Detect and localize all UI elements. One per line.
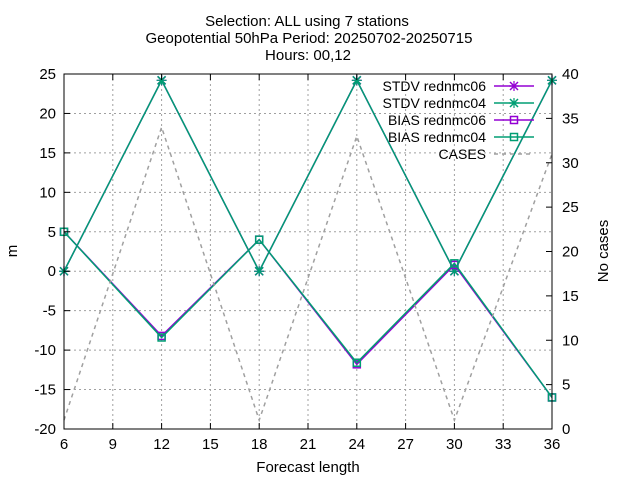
- series-cases: [63, 124, 553, 423]
- data-point: [254, 235, 264, 244]
- y2-tick-label: 15: [562, 288, 579, 305]
- x-tick-label: 30: [446, 436, 463, 453]
- data-point: [509, 132, 519, 142]
- legend-item: BIAS rednmc06: [388, 112, 534, 128]
- legend-label: BIAS rednmc04: [388, 129, 486, 145]
- y-tick-label: -10: [34, 342, 56, 359]
- x-tick-label: 12: [153, 436, 170, 453]
- legend-item: CASES: [439, 146, 534, 162]
- chart-title: Selection: ALL using 7 stations Geopoten…: [146, 13, 473, 64]
- data-point: [157, 333, 166, 342]
- x-axis-label: Forecast length: [256, 459, 359, 476]
- plot-series: [59, 75, 557, 423]
- legend-label: CASES: [439, 146, 486, 162]
- title-line: Hours: 00,12: [265, 47, 351, 64]
- y2-tick-label: 40: [562, 66, 579, 83]
- legend-label: STDV rednmc06: [383, 78, 487, 94]
- legend-label: BIAS rednmc06: [388, 112, 486, 128]
- legend-item: STDV rednmc04: [383, 95, 534, 111]
- y2-tick-label: 20: [562, 244, 579, 261]
- title-line: Geopotential 50hPa Period: 20250702-2025…: [146, 30, 473, 47]
- x-tick-label: 15: [202, 436, 219, 453]
- series-bias-rednmc04: [59, 227, 557, 402]
- axis-ticks: 6 9 12 15 18 21 24 27 30 33 36 -20 -15 -10 -5 0 5 10 15 20 2…: [34, 66, 578, 453]
- data-point: [450, 259, 459, 268]
- y2-tick-label: 10: [562, 332, 579, 349]
- y-tick-label: 0: [48, 263, 56, 280]
- y2-tick-label: 0: [562, 421, 570, 438]
- y-tick-label: 5: [48, 224, 56, 241]
- y-tick-label: 20: [39, 105, 56, 122]
- legend-item: BIAS rednmc04: [388, 129, 534, 145]
- y2-tick-label: 25: [562, 199, 579, 216]
- data-point: [509, 81, 519, 91]
- legend-item: STDV rednmc06: [383, 78, 534, 94]
- y-tick-label: 10: [39, 184, 56, 201]
- x-tick-label: 24: [348, 436, 365, 453]
- y-tick-label: -20: [34, 421, 56, 438]
- series-line: [63, 124, 553, 423]
- y2-tick-label: 30: [562, 155, 579, 172]
- data-point: [254, 266, 265, 277]
- legend-label: STDV rednmc04: [383, 95, 487, 111]
- y2-tick-label: 35: [562, 110, 579, 127]
- y2-axis-label: No cases: [595, 220, 612, 283]
- y-tick-label: -5: [43, 303, 56, 320]
- series-line: [63, 231, 553, 398]
- title-line: Selection: ALL using 7 stations: [205, 13, 409, 30]
- y-tick-label: 15: [39, 145, 56, 162]
- grid: [64, 74, 552, 429]
- data-point: [509, 98, 519, 108]
- x-tick-label: 18: [251, 436, 268, 453]
- data-point: [509, 115, 519, 125]
- x-tick-label: 33: [495, 436, 512, 453]
- x-tick-label: 21: [300, 436, 317, 453]
- series-line: [63, 78, 553, 273]
- y-tick-label: -15: [34, 382, 56, 399]
- x-tick-label: 9: [109, 436, 117, 453]
- y-tick-label: 25: [39, 66, 56, 83]
- y2-tick-label: 5: [562, 377, 570, 394]
- x-tick-label: 36: [544, 436, 561, 453]
- x-tick-label: 27: [397, 436, 414, 453]
- y-axis-label: m: [4, 245, 21, 258]
- data-point: [352, 358, 362, 367]
- x-tick-label: 6: [60, 436, 68, 453]
